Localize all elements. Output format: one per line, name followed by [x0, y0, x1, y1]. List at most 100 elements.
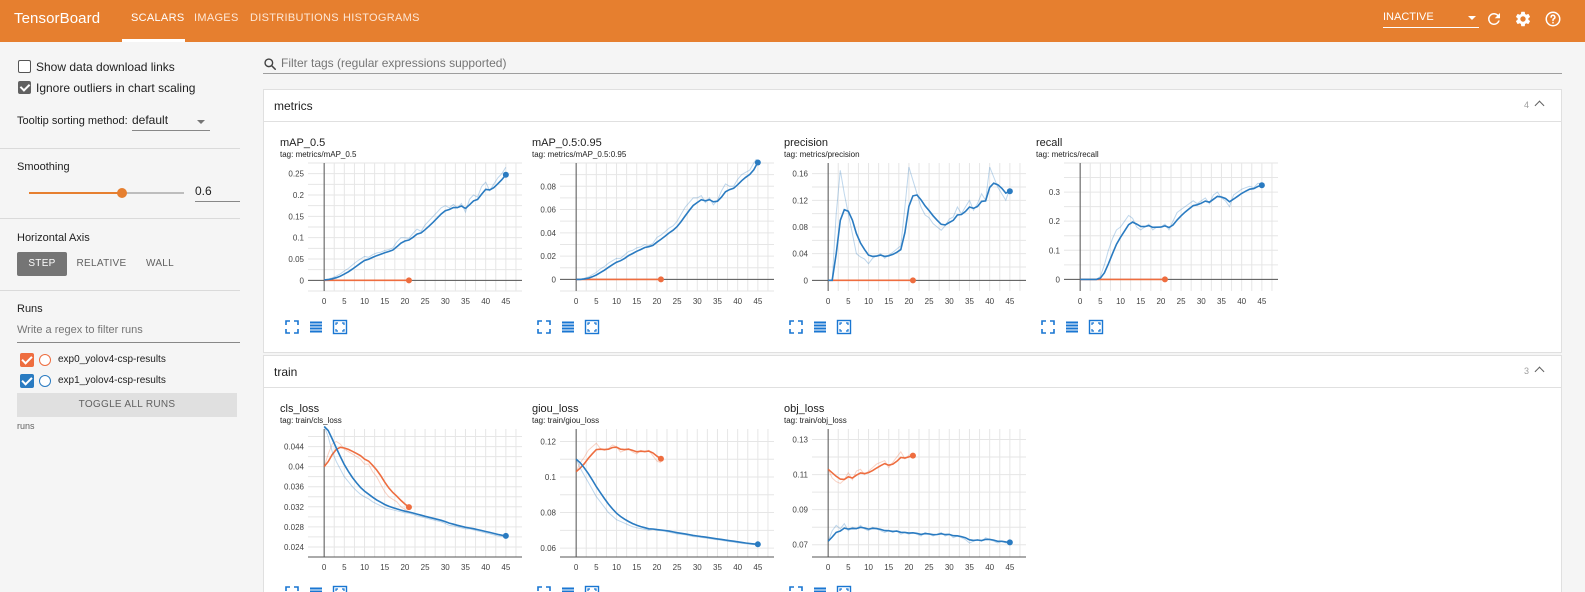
sidebar: Show data download links Ignore outliers… — [0, 42, 250, 592]
log-scale-icon[interactable] — [812, 319, 828, 335]
fullscreen-icon[interactable] — [788, 585, 804, 592]
smoothing-input[interactable]: 0.6 — [195, 184, 240, 202]
series-line — [827, 454, 914, 481]
log-scale-icon[interactable] — [1064, 319, 1080, 335]
tab-scalars[interactable]: SCALARS — [131, 12, 185, 24]
x-tick-label: 35 — [461, 563, 470, 572]
metrics-section-header[interactable]: metrics 4 — [264, 90, 1561, 122]
scalar-chart-map-0-5-0-95[interactable]: mAP_0.5:0.95 tag: metrics/mAP_0.5:0.95 0 0.… — [530, 137, 780, 352]
fit-domain-icon[interactable] — [584, 319, 600, 335]
fullscreen-icon[interactable] — [284, 585, 300, 592]
runs-filter-input[interactable]: Write a regex to filter runs — [17, 324, 240, 343]
chart-title: precision — [784, 137, 829, 149]
run-checkbox[interactable] — [20, 353, 34, 367]
log-scale-icon[interactable] — [560, 319, 576, 335]
tab-histograms[interactable]: HISTOGRAMS — [343, 12, 420, 24]
show-download-links-checkbox[interactable] — [18, 60, 31, 73]
top-app-bar: TensorBoard SCALARS IMAGES DISTRIBUTIONS… — [0, 0, 1585, 42]
fit-domain-icon[interactable] — [332, 585, 348, 592]
chevron-up-icon[interactable] — [1534, 100, 1545, 111]
x-tick-label: 15 — [632, 297, 641, 306]
scalar-chart-precision[interactable]: precision tag: metrics/precision 0 0.04 0.08… — [782, 137, 1032, 352]
scalar-chart-map-0-5[interactable]: mAP_0.5 tag: metrics/mAP_0.5 0 0.05 0.1 0.15 0… — [278, 137, 528, 352]
chart-plot[interactable]: 0 0.02 0.04 0.06 0.08 0 5 10 15 20 25 30 35 40 45 — [530, 159, 776, 317]
ignore-outliers-checkbox[interactable] — [18, 81, 31, 94]
log-scale-icon[interactable] — [308, 319, 324, 335]
x-tick-label: 10 — [864, 563, 873, 572]
refresh-icon[interactable] — [1485, 10, 1503, 28]
fullscreen-icon[interactable] — [536, 319, 552, 335]
fit-domain-icon[interactable] — [836, 585, 852, 592]
x-tick-label: 40 — [985, 563, 994, 572]
scalar-chart-recall[interactable]: recall tag: metrics/recall 0 0.1 0.2 0.3 0 5 10 1… — [1034, 137, 1284, 352]
run-color-circle[interactable] — [39, 354, 51, 366]
fit-domain-icon[interactable] — [836, 319, 852, 335]
chart-tag: tag: train/cls_loss — [280, 416, 342, 425]
axis-wall-button[interactable]: WALL — [145, 258, 175, 269]
x-tick-label: 5 — [846, 297, 851, 306]
axis-relative-button[interactable]: RELATIVE — [76, 258, 127, 269]
section-title: train — [274, 365, 298, 379]
chart-plot[interactable]: 0 0.05 0.1 0.15 0.2 0.25 0 5 10 15 20 25 30 35 40 45 — [278, 159, 524, 317]
fullscreen-icon[interactable] — [284, 319, 300, 335]
series-raw-line — [827, 450, 914, 484]
series-line — [575, 458, 758, 546]
sidebar-divider — [0, 218, 240, 219]
y-tick-label: 0 — [552, 275, 557, 284]
fullscreen-icon[interactable] — [536, 585, 552, 592]
scalar-chart-cls-loss[interactable]: cls_loss tag: train/cls_loss 0.024 0.028 0.0… — [278, 403, 528, 592]
tab-images[interactable]: IMAGES — [194, 12, 239, 24]
chart-plot[interactable]: 0 0.04 0.08 0.12 0.16 0 5 10 15 20 25 30 35 40 45 — [782, 159, 1028, 317]
y-tick-label: 0.2 — [293, 191, 305, 200]
run-status-select[interactable]: INACTIVE — [1383, 9, 1479, 28]
train-section-header[interactable]: train 3 — [264, 356, 1561, 388]
scalar-chart-obj-loss[interactable]: obj_loss tag: train/obj_loss 0.07 0.09 0.11 0… — [782, 403, 1032, 592]
fit-domain-icon[interactable] — [332, 319, 348, 335]
x-tick-label: 45 — [753, 297, 762, 306]
run-status-value: INACTIVE — [1383, 11, 1434, 23]
x-tick-label: 20 — [400, 297, 409, 306]
chart-plot[interactable]: 0.024 0.028 0.032 0.036 0.04 0.044 0 5 10 15 20 25 3… — [278, 425, 524, 583]
tag-filter-input[interactable]: Filter tags (regular expressions support… — [263, 55, 1562, 74]
y-tick-label: 0.036 — [284, 483, 305, 492]
fullscreen-icon[interactable] — [788, 319, 804, 335]
axis-step-button[interactable]: STEP — [17, 252, 67, 276]
run-label: exp0_yolov4-csp-results — [58, 354, 166, 365]
fit-domain-icon[interactable] — [1088, 319, 1104, 335]
run-checkbox[interactable] — [20, 374, 34, 388]
toggle-all-runs-button[interactable]: TOGGLE ALL RUNS — [17, 393, 237, 417]
x-tick-label: 15 — [632, 563, 641, 572]
tooltip-sorting-select[interactable]: default — [132, 113, 210, 131]
scalar-chart-giou-loss[interactable]: giou_loss tag: train/giou_loss 0.06 0.08 0.1… — [530, 403, 780, 592]
y-tick-label: 0.12 — [540, 437, 556, 446]
y-tick-label: 0.024 — [284, 543, 305, 552]
chart-plot[interactable]: 0.07 0.09 0.11 0.13 0 5 10 15 20 25 30 35 40 45 — [782, 425, 1028, 583]
chart-plot[interactable]: 0.06 0.08 0.1 0.12 0 5 10 15 20 25 30 35 40 45 — [530, 425, 776, 583]
help-icon[interactable] — [1544, 10, 1562, 28]
x-tick-label: 25 — [925, 297, 934, 306]
smoothing-slider[interactable] — [29, 188, 184, 198]
tab-distributions[interactable]: DISTRIBUTIONS — [250, 12, 339, 24]
settings-icon[interactable] — [1514, 10, 1532, 28]
series-raw-line — [323, 426, 506, 538]
chevron-up-icon[interactable] — [1534, 366, 1545, 377]
chart-tag: tag: metrics/recall — [1036, 150, 1099, 159]
log-scale-icon[interactable] — [308, 585, 324, 592]
active-tab-indicator — [122, 39, 185, 42]
smoothing-slider-thumb[interactable] — [117, 188, 127, 198]
chart-plot[interactable]: 0 0.1 0.2 0.3 0 5 10 15 20 25 30 35 40 45 — [1034, 159, 1280, 317]
run-color-circle[interactable] — [39, 375, 51, 387]
x-tick-label: 20 — [904, 297, 913, 306]
x-tick-label: 40 — [481, 563, 490, 572]
series-line — [828, 182, 1011, 282]
smoothing-label: Smoothing — [17, 161, 70, 173]
x-tick-label: 30 — [945, 563, 954, 572]
log-scale-icon[interactable] — [560, 585, 576, 592]
fit-domain-icon[interactable] — [584, 585, 600, 592]
log-scale-icon[interactable] — [812, 585, 828, 592]
ignore-outliers-label: Ignore outliers in chart scaling — [36, 81, 196, 95]
fullscreen-icon[interactable] — [1040, 319, 1056, 335]
x-tick-label: 10 — [1116, 297, 1125, 306]
x-tick-label: 30 — [945, 297, 954, 306]
chart-tag: tag: metrics/precision — [784, 150, 860, 159]
